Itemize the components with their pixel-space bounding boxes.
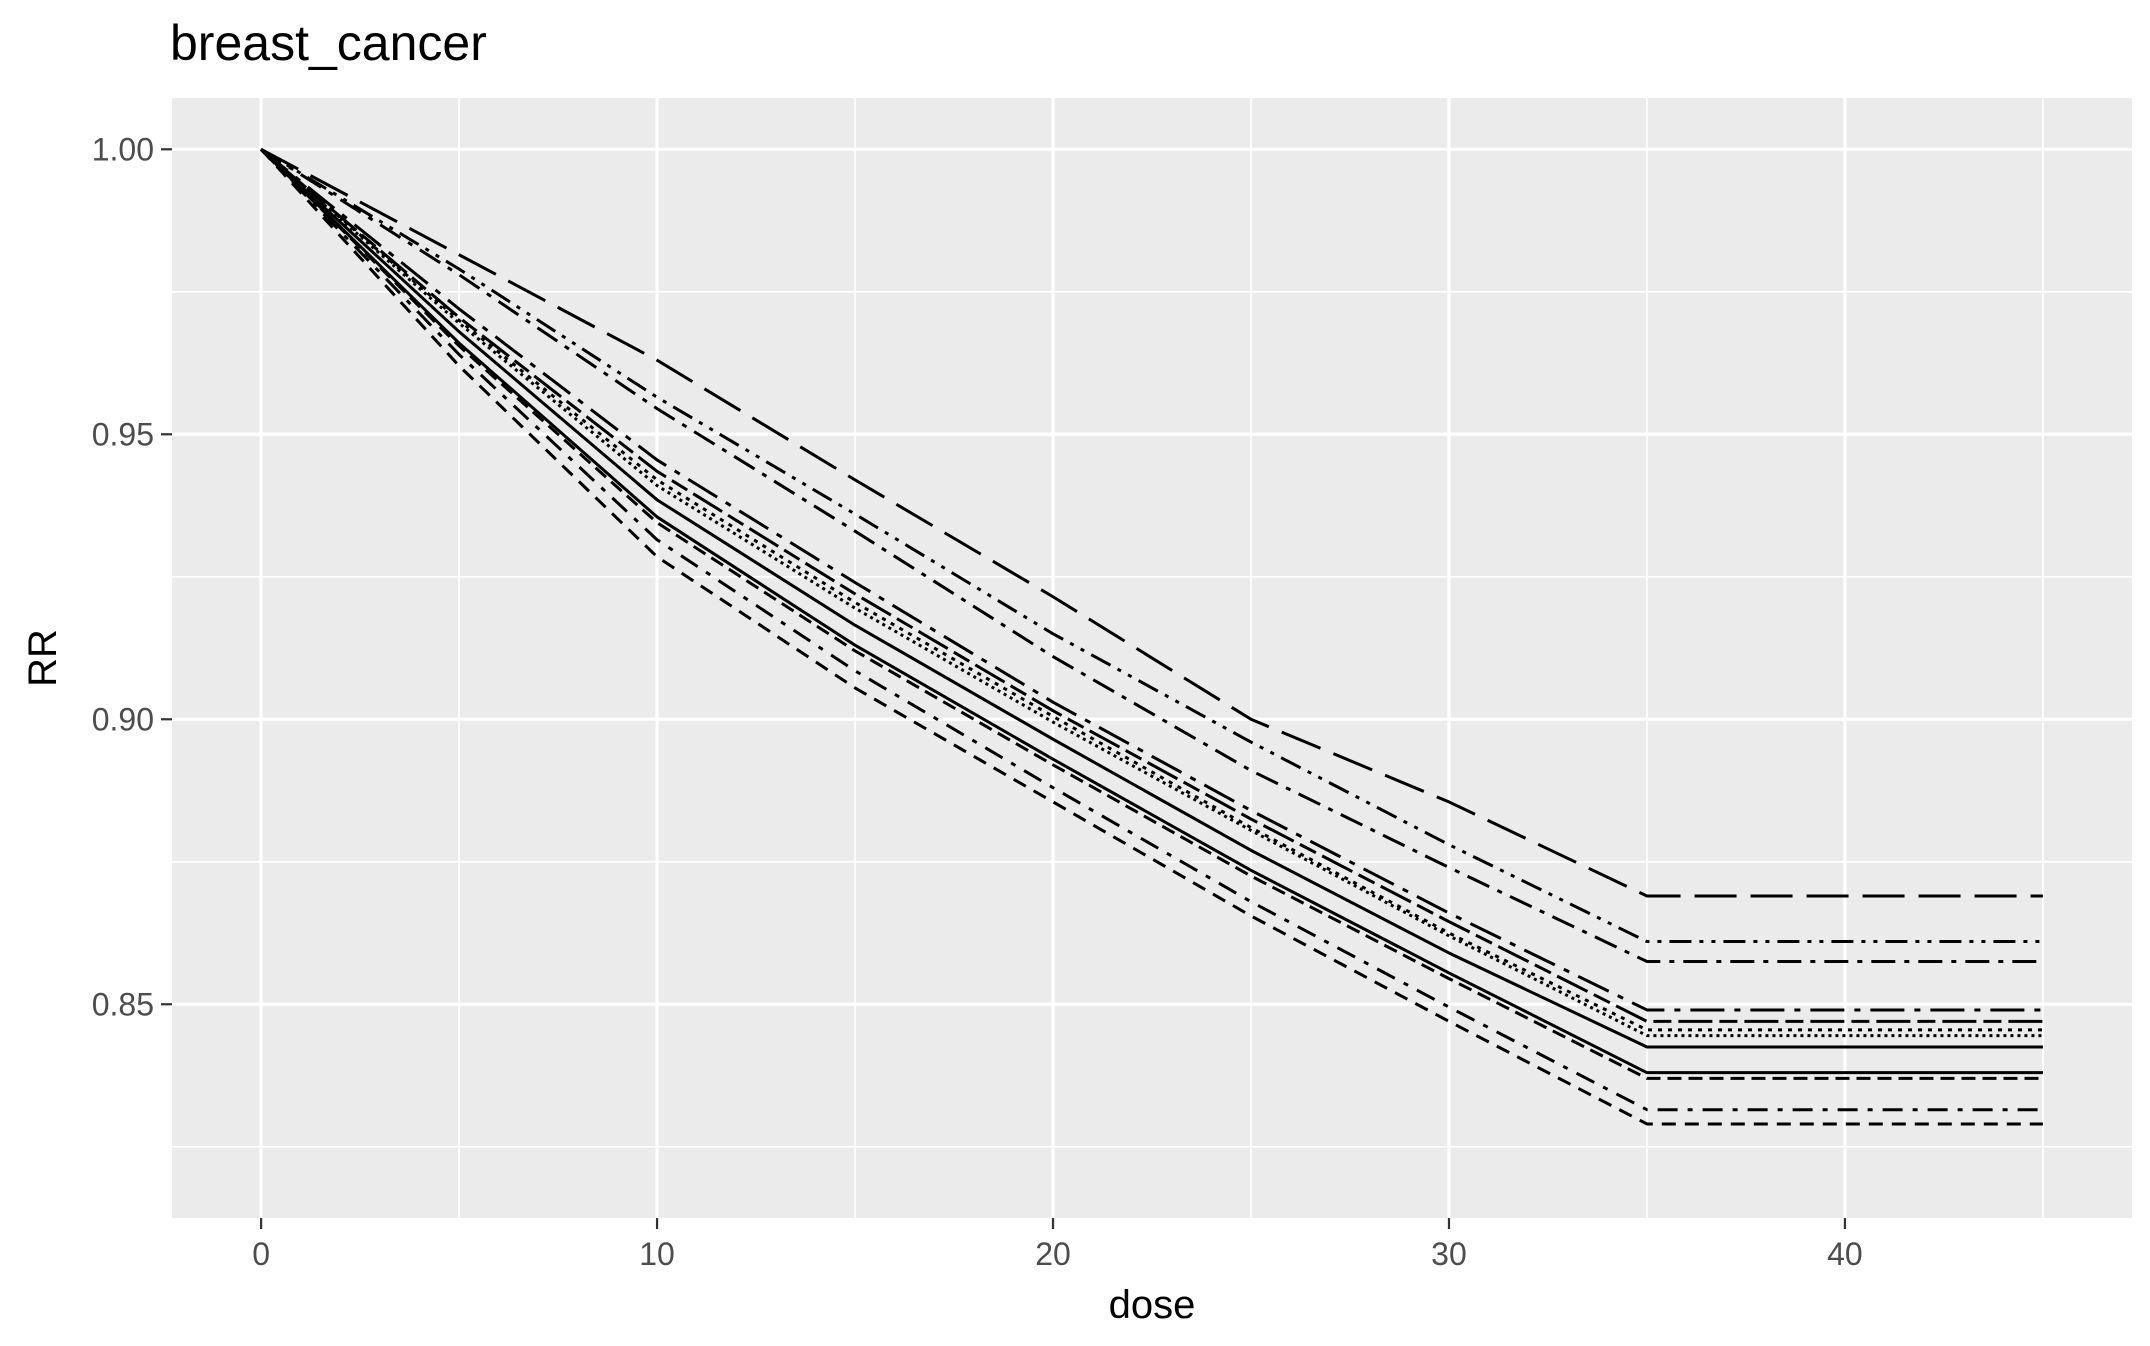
- y-axis-title: RR: [21, 629, 65, 687]
- grid-minor-lines: [172, 98, 2132, 1218]
- series-lines: [259, 147, 2043, 1126]
- series-line-9: [260, 148, 2043, 1075]
- series-line-3: [260, 148, 2043, 964]
- x-tick-label: 0: [252, 1236, 270, 1272]
- grid-major-lines: [172, 98, 2132, 1218]
- series-line-11: [260, 148, 2043, 1112]
- x-tick-label: 40: [1827, 1236, 1863, 1272]
- series-line-2: [260, 148, 2043, 944]
- chart-title: breast_cancer: [170, 15, 487, 71]
- x-tick-label: 20: [1035, 1236, 1071, 1272]
- series-line-5: [260, 148, 2043, 1023]
- x-tick-label: 30: [1431, 1236, 1467, 1272]
- x-axis: 0 10 20 30 40: [252, 1218, 1863, 1272]
- series-line-4: [260, 148, 2043, 1012]
- x-axis-title: dose: [1109, 1283, 1196, 1327]
- series-line-8: [260, 148, 2043, 1049]
- y-tick-label: 0.85: [92, 986, 154, 1022]
- series-line-12: [259, 148, 2043, 1126]
- y-axis: 0.85 0.90 0.95 1.00: [92, 131, 172, 1022]
- y-tick-label: 0.95: [92, 416, 154, 452]
- series-line-7: [260, 148, 2043, 1038]
- x-tick-label: 10: [639, 1236, 675, 1272]
- series-line-10: [260, 148, 2043, 1080]
- y-tick-label: 0.90: [92, 701, 154, 737]
- series-line-1: [260, 147, 2043, 898]
- y-tick-label: 1.00: [92, 131, 154, 167]
